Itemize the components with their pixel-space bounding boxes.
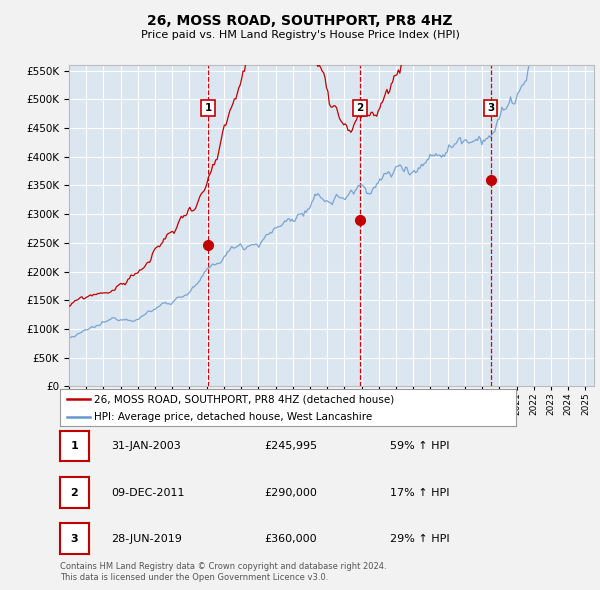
- Text: Price paid vs. HM Land Registry's House Price Index (HPI): Price paid vs. HM Land Registry's House …: [140, 31, 460, 40]
- Text: This data is licensed under the Open Government Licence v3.0.: This data is licensed under the Open Gov…: [60, 572, 328, 582]
- Text: 59% ↑ HPI: 59% ↑ HPI: [390, 441, 449, 451]
- Text: 26, MOSS ROAD, SOUTHPORT, PR8 4HZ (detached house): 26, MOSS ROAD, SOUTHPORT, PR8 4HZ (detac…: [94, 394, 394, 404]
- Text: 1: 1: [71, 441, 78, 451]
- Text: 28-JUN-2019: 28-JUN-2019: [111, 534, 182, 543]
- Text: 17% ↑ HPI: 17% ↑ HPI: [390, 488, 449, 497]
- Text: 3: 3: [71, 534, 78, 543]
- Text: HPI: Average price, detached house, West Lancashire: HPI: Average price, detached house, West…: [94, 412, 373, 422]
- Text: £290,000: £290,000: [264, 488, 317, 497]
- Text: 29% ↑ HPI: 29% ↑ HPI: [390, 534, 449, 543]
- Text: £360,000: £360,000: [264, 534, 317, 543]
- Text: Contains HM Land Registry data © Crown copyright and database right 2024.: Contains HM Land Registry data © Crown c…: [60, 562, 386, 571]
- Text: £245,995: £245,995: [264, 441, 317, 451]
- Text: 31-JAN-2003: 31-JAN-2003: [111, 441, 181, 451]
- Text: 09-DEC-2011: 09-DEC-2011: [111, 488, 185, 497]
- Text: 2: 2: [71, 488, 78, 497]
- Text: 1: 1: [205, 103, 212, 113]
- Text: 26, MOSS ROAD, SOUTHPORT, PR8 4HZ: 26, MOSS ROAD, SOUTHPORT, PR8 4HZ: [147, 14, 453, 28]
- Text: 3: 3: [487, 103, 494, 113]
- Text: 2: 2: [356, 103, 364, 113]
